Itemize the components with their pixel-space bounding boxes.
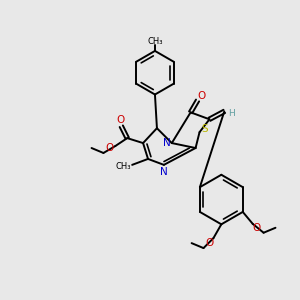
Text: S: S <box>201 124 208 134</box>
Text: O: O <box>105 143 113 153</box>
Text: H: H <box>228 109 235 118</box>
Text: O: O <box>116 115 124 125</box>
Text: O: O <box>253 223 261 233</box>
Text: CH₃: CH₃ <box>147 37 163 46</box>
Text: CH₃: CH₃ <box>116 162 131 171</box>
Text: O: O <box>205 238 214 248</box>
Text: N: N <box>160 167 168 177</box>
Text: N: N <box>163 138 171 148</box>
Text: O: O <box>197 91 206 100</box>
